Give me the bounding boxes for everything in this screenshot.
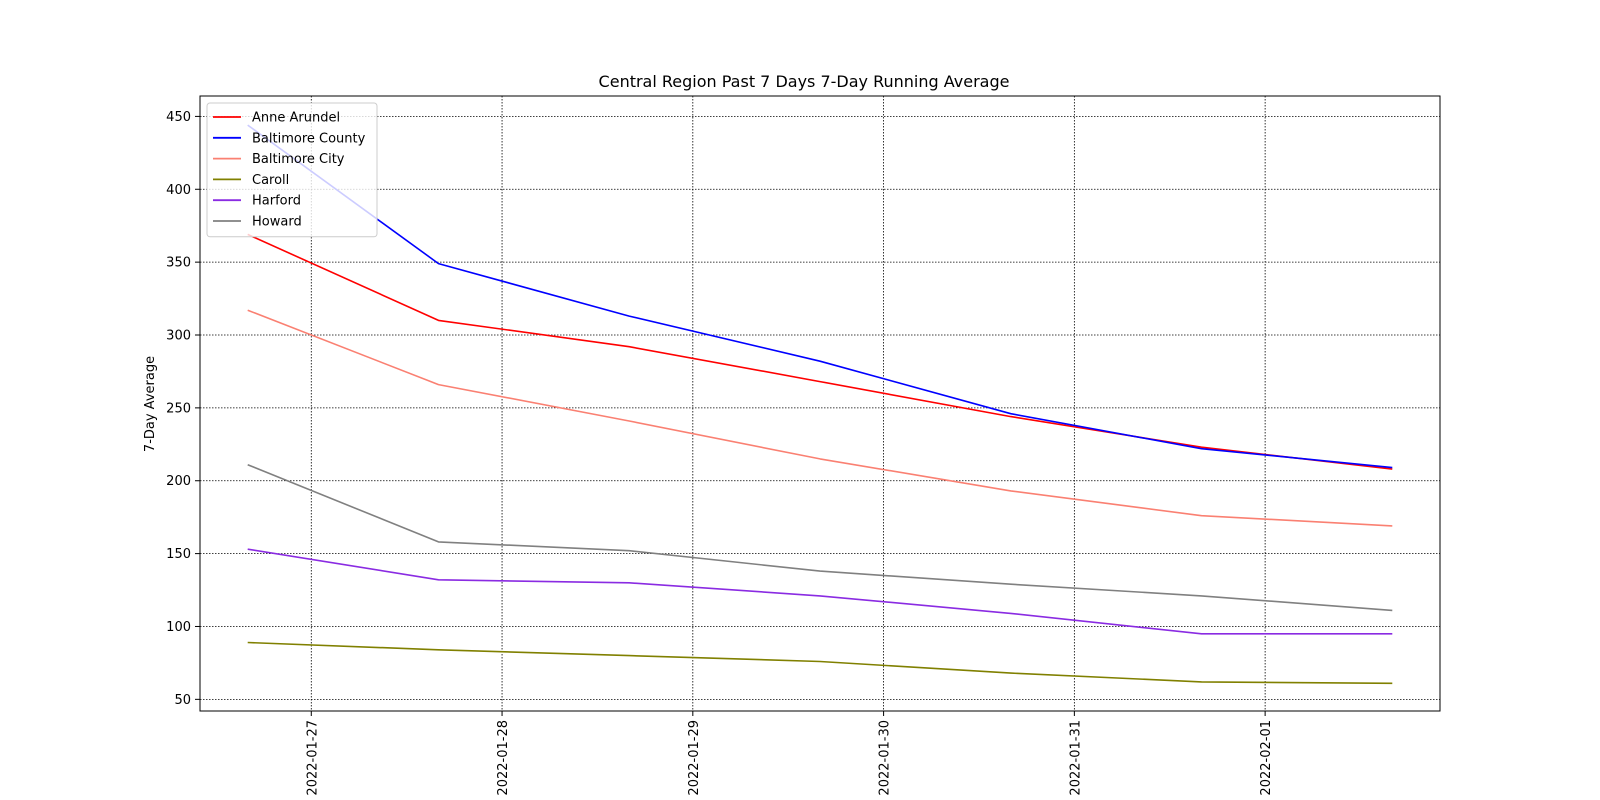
series-lines bbox=[247, 124, 1393, 685]
y-tick-label: 300 bbox=[166, 329, 191, 344]
legend-label: Baltimore County bbox=[252, 131, 366, 146]
legend-label: Caroll bbox=[252, 173, 289, 188]
x-tick-label: 2022-01-29 bbox=[687, 720, 702, 796]
series-line-anne-arundel bbox=[247, 233, 1393, 470]
y-axis: 50 100 150 200 250 300 350 400 450 bbox=[166, 110, 200, 708]
series-line-baltimore-county bbox=[247, 124, 1393, 469]
legend-label: Howard bbox=[252, 215, 302, 230]
plot-frame bbox=[199, 95, 1441, 712]
x-axis: 2022-01-27 2022-01-28 2022-01-29 2022-01-30… bbox=[305, 711, 1274, 796]
x-tick-label: 2022-01-30 bbox=[878, 720, 893, 796]
y-tick-label: 350 bbox=[166, 256, 191, 271]
chart-title: Central Region Past 7 Days 7-Day Running… bbox=[599, 72, 1010, 91]
y-tick-label: 200 bbox=[166, 474, 191, 489]
series-line-caroll bbox=[247, 641, 1393, 685]
grid bbox=[200, 96, 1440, 711]
y-tick-label: 150 bbox=[166, 547, 191, 562]
y-axis-title: 7-Day Average bbox=[143, 356, 158, 452]
series-line-baltimore-city bbox=[247, 309, 1393, 527]
x-tick-label: 2022-01-28 bbox=[496, 720, 511, 796]
series-line-harford bbox=[247, 548, 1393, 635]
y-tick-label: 100 bbox=[166, 620, 191, 635]
legend-label: Harford bbox=[252, 194, 301, 209]
series-line-howard bbox=[247, 463, 1393, 612]
legend-label: Baltimore City bbox=[252, 152, 345, 167]
y-tick-label: 400 bbox=[166, 183, 191, 198]
y-tick-label: 50 bbox=[174, 693, 191, 708]
x-tick-label: 2022-02-01 bbox=[1259, 720, 1274, 796]
legend-box bbox=[206, 102, 378, 238]
legend-label: Anne Arundel bbox=[252, 111, 340, 126]
x-tick-label: 2022-01-31 bbox=[1068, 720, 1083, 796]
x-tick-label: 2022-01-27 bbox=[305, 720, 320, 796]
y-tick-label: 250 bbox=[166, 401, 191, 416]
legend: Anne Arundel Baltimore County Baltimore Ci… bbox=[206, 102, 378, 238]
y-tick-label: 450 bbox=[166, 110, 191, 125]
